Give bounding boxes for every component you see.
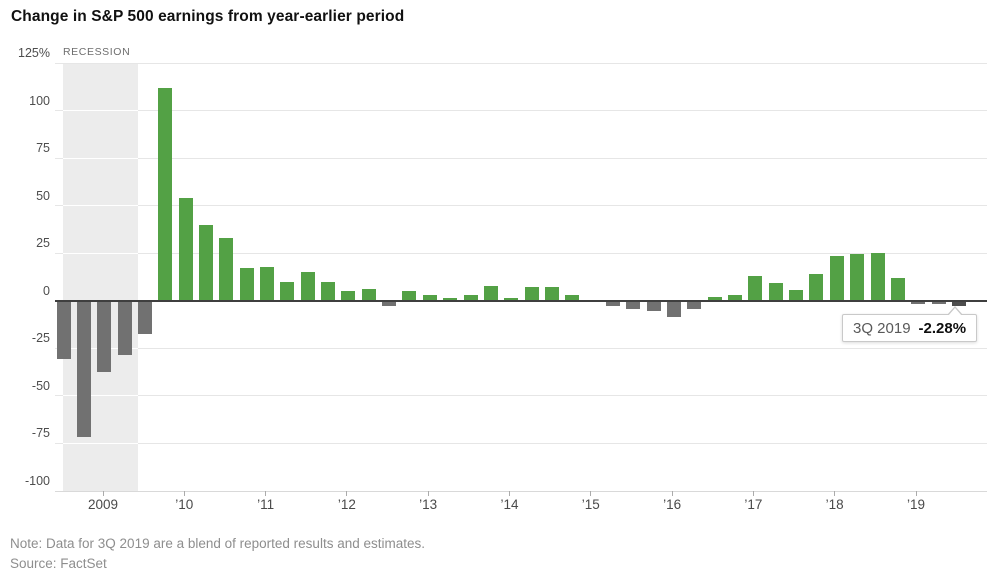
bar-3Q-2018[interactable] bbox=[870, 253, 885, 301]
y-axis-label-50: 50 bbox=[36, 188, 50, 203]
bar-4Q-2009[interactable] bbox=[158, 87, 173, 301]
x-axis-label-14: ’14 bbox=[500, 497, 519, 512]
gridline-25 bbox=[55, 252, 987, 254]
x-axis-label-19: ’19 bbox=[906, 497, 925, 512]
bar-1Q-2017[interactable] bbox=[748, 276, 763, 301]
bar-3Q-2010[interactable] bbox=[219, 238, 234, 301]
bar-1Q-2009[interactable] bbox=[97, 301, 112, 373]
bar-2Q-2018[interactable] bbox=[850, 254, 865, 301]
gridline-100 bbox=[55, 110, 987, 112]
y-axis-label--100: -100 bbox=[24, 474, 50, 488]
x-axis-label-17: ’17 bbox=[744, 497, 763, 512]
x-axis-label-15: ’15 bbox=[581, 497, 600, 512]
bar-4Q-2014[interactable] bbox=[565, 295, 580, 301]
bar-4Q-2015[interactable] bbox=[646, 301, 661, 312]
x-axis-label-12: ’12 bbox=[337, 497, 356, 512]
chart-note: Note: Data for 3Q 2019 are a blend of re… bbox=[10, 536, 425, 551]
y-axis-label-100: 100 bbox=[29, 93, 50, 108]
bar-2Q-2014[interactable] bbox=[524, 287, 539, 301]
bar-3Q-2017[interactable] bbox=[789, 290, 804, 301]
bar-1Q-2014[interactable] bbox=[504, 297, 519, 301]
recession-label: RECESSION bbox=[63, 46, 131, 58]
x-axis-tick-10 bbox=[183, 491, 185, 496]
bar-3Q-2013[interactable] bbox=[463, 295, 478, 301]
x-axis-tick-13 bbox=[427, 491, 429, 496]
x-axis-tick-18 bbox=[834, 491, 836, 496]
callout-period: 3Q 2019 bbox=[853, 319, 911, 337]
bar-3Q-2016[interactable] bbox=[707, 296, 722, 301]
bar-3Q-2012[interactable] bbox=[382, 301, 397, 306]
chart-source: Source: FactSet bbox=[10, 556, 107, 571]
bar-1Q-2018[interactable] bbox=[829, 256, 844, 301]
bar-2Q-2011[interactable] bbox=[280, 281, 295, 301]
gridline--25 bbox=[55, 347, 987, 349]
bar-2Q-2019[interactable] bbox=[931, 301, 946, 304]
y-axis-label--25: -25 bbox=[31, 331, 50, 346]
x-axis-tick-17 bbox=[752, 491, 754, 496]
bar-4Q-2008[interactable] bbox=[76, 301, 91, 437]
bar-1Q-2016[interactable] bbox=[667, 301, 681, 317]
x-axis-label-16: ’16 bbox=[663, 497, 682, 512]
y-axis-label-0: 0 bbox=[43, 283, 50, 298]
x-axis-label-18: ’18 bbox=[825, 497, 844, 512]
x-axis-tick-15 bbox=[590, 491, 592, 496]
bar-1Q-2012[interactable] bbox=[341, 291, 356, 301]
bar-4Q-2013[interactable] bbox=[483, 285, 498, 301]
x-axis-label-10: ’10 bbox=[175, 497, 194, 512]
recession-band bbox=[63, 63, 138, 491]
bar-4Q-2018[interactable] bbox=[890, 277, 905, 301]
bar-2Q-2013[interactable] bbox=[443, 297, 458, 301]
y-axis-label-25: 25 bbox=[36, 236, 50, 251]
bar-2Q-2012[interactable] bbox=[361, 289, 376, 301]
y-axis-label-125: 125% bbox=[18, 46, 50, 60]
x-axis-label-13: ’13 bbox=[419, 497, 438, 512]
plot-area bbox=[55, 62, 987, 496]
bar-3Q-2009[interactable] bbox=[137, 301, 152, 335]
x-axis-tick-11 bbox=[265, 491, 267, 496]
bar-2Q-2009[interactable] bbox=[117, 301, 132, 356]
callout-value: -2.28% bbox=[918, 319, 967, 337]
bar-3Q-2019[interactable] bbox=[951, 301, 966, 307]
bar-2Q-2017[interactable] bbox=[768, 282, 783, 301]
y-axis-label--50: -50 bbox=[31, 378, 50, 393]
bar-1Q-2010[interactable] bbox=[178, 198, 193, 301]
gridline-50 bbox=[55, 205, 987, 207]
bar-1Q-2019[interactable] bbox=[911, 301, 926, 304]
bar-3Q-2014[interactable] bbox=[544, 287, 559, 301]
bar-3Q-2011[interactable] bbox=[300, 272, 315, 301]
x-axis-tick-16 bbox=[671, 491, 673, 496]
bar-3Q-2015[interactable] bbox=[626, 301, 641, 310]
x-axis-tick-2009 bbox=[102, 491, 104, 496]
bar-2Q-2010[interactable] bbox=[198, 224, 213, 301]
x-axis-tick-14 bbox=[509, 491, 510, 496]
gridline-125 bbox=[55, 62, 987, 64]
bar-1Q-2011[interactable] bbox=[260, 266, 274, 301]
x-axis-label-2009: 2009 bbox=[87, 497, 119, 512]
gridline--75 bbox=[55, 442, 987, 444]
bar-4Q-2016[interactable] bbox=[728, 295, 743, 301]
bar-4Q-2012[interactable] bbox=[402, 291, 417, 301]
bar-1Q-2013[interactable] bbox=[422, 295, 437, 301]
x-axis-tick-12 bbox=[346, 491, 348, 496]
callout-3q2019: 3Q 2019 -2.28% bbox=[842, 306, 978, 342]
gridline--50 bbox=[55, 395, 987, 397]
zero-axis-line bbox=[55, 299, 987, 302]
x-axis-label-11: ’11 bbox=[257, 497, 275, 512]
bar-4Q-2017[interactable] bbox=[809, 274, 824, 301]
y-axis-label--75: -75 bbox=[31, 426, 50, 441]
bar-4Q-2010[interactable] bbox=[239, 268, 254, 301]
gridline--100 bbox=[55, 490, 987, 492]
bar-4Q-2011[interactable] bbox=[321, 281, 336, 301]
bar-2Q-2016[interactable] bbox=[687, 301, 702, 310]
x-axis-tick-19 bbox=[915, 491, 917, 496]
gridline-75 bbox=[55, 157, 987, 159]
y-axis-label-75: 75 bbox=[36, 141, 50, 156]
chart-title: Change in S&P 500 earnings from year-ear… bbox=[11, 8, 405, 25]
bar-3Q-2008[interactable] bbox=[56, 301, 71, 359]
bar-2Q-2015[interactable] bbox=[605, 301, 620, 306]
